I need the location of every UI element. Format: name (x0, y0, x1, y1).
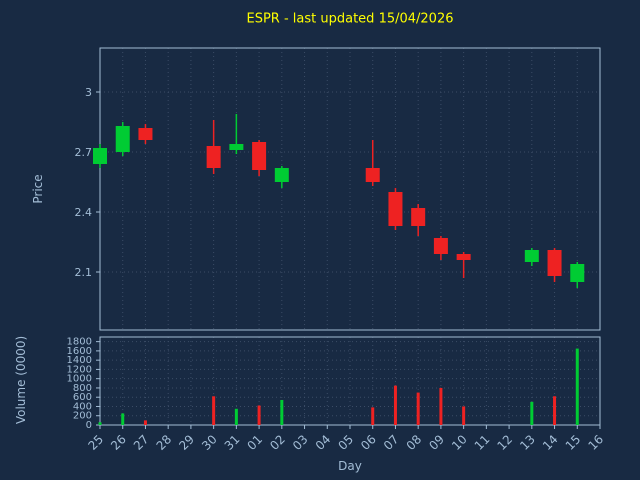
candle-day-08 (411, 204, 426, 236)
candle-day-26 (115, 122, 130, 156)
svg-text:400: 400 (73, 401, 92, 412)
svg-text:06: 06 (358, 432, 379, 453)
svg-text:01: 01 (245, 432, 266, 453)
svg-text:3: 3 (85, 86, 92, 99)
svg-text:04: 04 (313, 432, 334, 453)
svg-text:27: 27 (131, 432, 152, 453)
svg-text:2.7: 2.7 (75, 146, 93, 159)
svg-text:29: 29 (176, 432, 197, 453)
svg-text:11: 11 (472, 432, 493, 453)
svg-text:08: 08 (404, 432, 425, 453)
svg-text:1600: 1600 (67, 346, 92, 357)
candle-day-31 (229, 114, 244, 154)
svg-text:800: 800 (73, 383, 92, 394)
volume-bar-day-30 (212, 396, 216, 425)
axes (96, 47, 601, 429)
svg-text:07: 07 (381, 432, 402, 453)
tick-labels: 25 26 27 28 29 30 31 01 02 03 04 05 06 07 08 09 10 11 12 13… (67, 86, 607, 453)
svg-text:03: 03 (290, 432, 311, 453)
candle-day-06 (365, 140, 380, 186)
svg-text:26: 26 (108, 432, 129, 453)
volume-bar-day-14 (553, 396, 557, 425)
svg-text:10: 10 (449, 432, 470, 453)
svg-text:16: 16 (585, 432, 606, 453)
volume-bar-day-25 (98, 422, 102, 425)
candle-day-13 (524, 248, 539, 266)
svg-text:2.4: 2.4 (75, 206, 93, 219)
svg-text:2.1: 2.1 (75, 266, 93, 279)
volume-bar-day-13 (530, 401, 534, 425)
volume-bar-day-06 (371, 407, 375, 425)
candle-day-10 (456, 252, 471, 278)
svg-text:05: 05 (335, 432, 356, 453)
svg-text:1200: 1200 (67, 364, 92, 375)
svg-text:31: 31 (222, 432, 243, 453)
svg-text:0: 0 (86, 420, 92, 431)
candle-day-02 (274, 166, 289, 188)
volume-bar-day-02 (280, 399, 284, 425)
volume-bar-day-01 (257, 405, 261, 425)
volume-bar-day-26 (121, 413, 125, 425)
volume-bar-day-08 (416, 392, 420, 425)
candle-day-30 (206, 120, 221, 174)
volume-bar-day-15 (575, 348, 579, 425)
svg-text:14: 14 (540, 432, 561, 453)
volume-bars (98, 348, 579, 425)
candle-day-25 (93, 144, 107, 168)
volume-bar-day-09 (439, 387, 443, 425)
chart-title: ESPR - last updated 15/04/2026 (246, 11, 454, 27)
volume-bar-day-07 (393, 385, 397, 425)
volume-bar-day-31 (234, 408, 238, 425)
svg-text:30: 30 (199, 432, 220, 453)
candle-day-15 (570, 262, 585, 288)
day-axis-label: Day (338, 459, 362, 473)
svg-text:1800: 1800 (67, 337, 92, 348)
volume-axis-label: Volume (0000) (14, 335, 28, 425)
candle-day-07 (388, 188, 403, 230)
volume-bar-day-27 (143, 420, 147, 425)
svg-text:25: 25 (85, 432, 106, 453)
svg-text:600: 600 (73, 392, 92, 403)
grid-lines (99, 48, 601, 426)
svg-text:1400: 1400 (67, 355, 92, 366)
candle-day-01 (252, 140, 267, 176)
svg-text:1000: 1000 (67, 374, 92, 385)
svg-text:15: 15 (563, 432, 584, 453)
svg-text:13: 13 (517, 432, 538, 453)
svg-text:200: 200 (73, 411, 92, 422)
candle-day-27 (138, 124, 153, 144)
svg-text:12: 12 (495, 432, 516, 453)
candle-day-09 (433, 236, 448, 260)
svg-text:28: 28 (154, 432, 175, 453)
svg-text:09: 09 (426, 432, 447, 453)
price-axis-label: Price (31, 174, 45, 204)
volume-bar-day-10 (462, 406, 466, 425)
candles (93, 114, 585, 288)
svg-text:02: 02 (267, 432, 288, 453)
candle-day-14 (547, 248, 562, 282)
